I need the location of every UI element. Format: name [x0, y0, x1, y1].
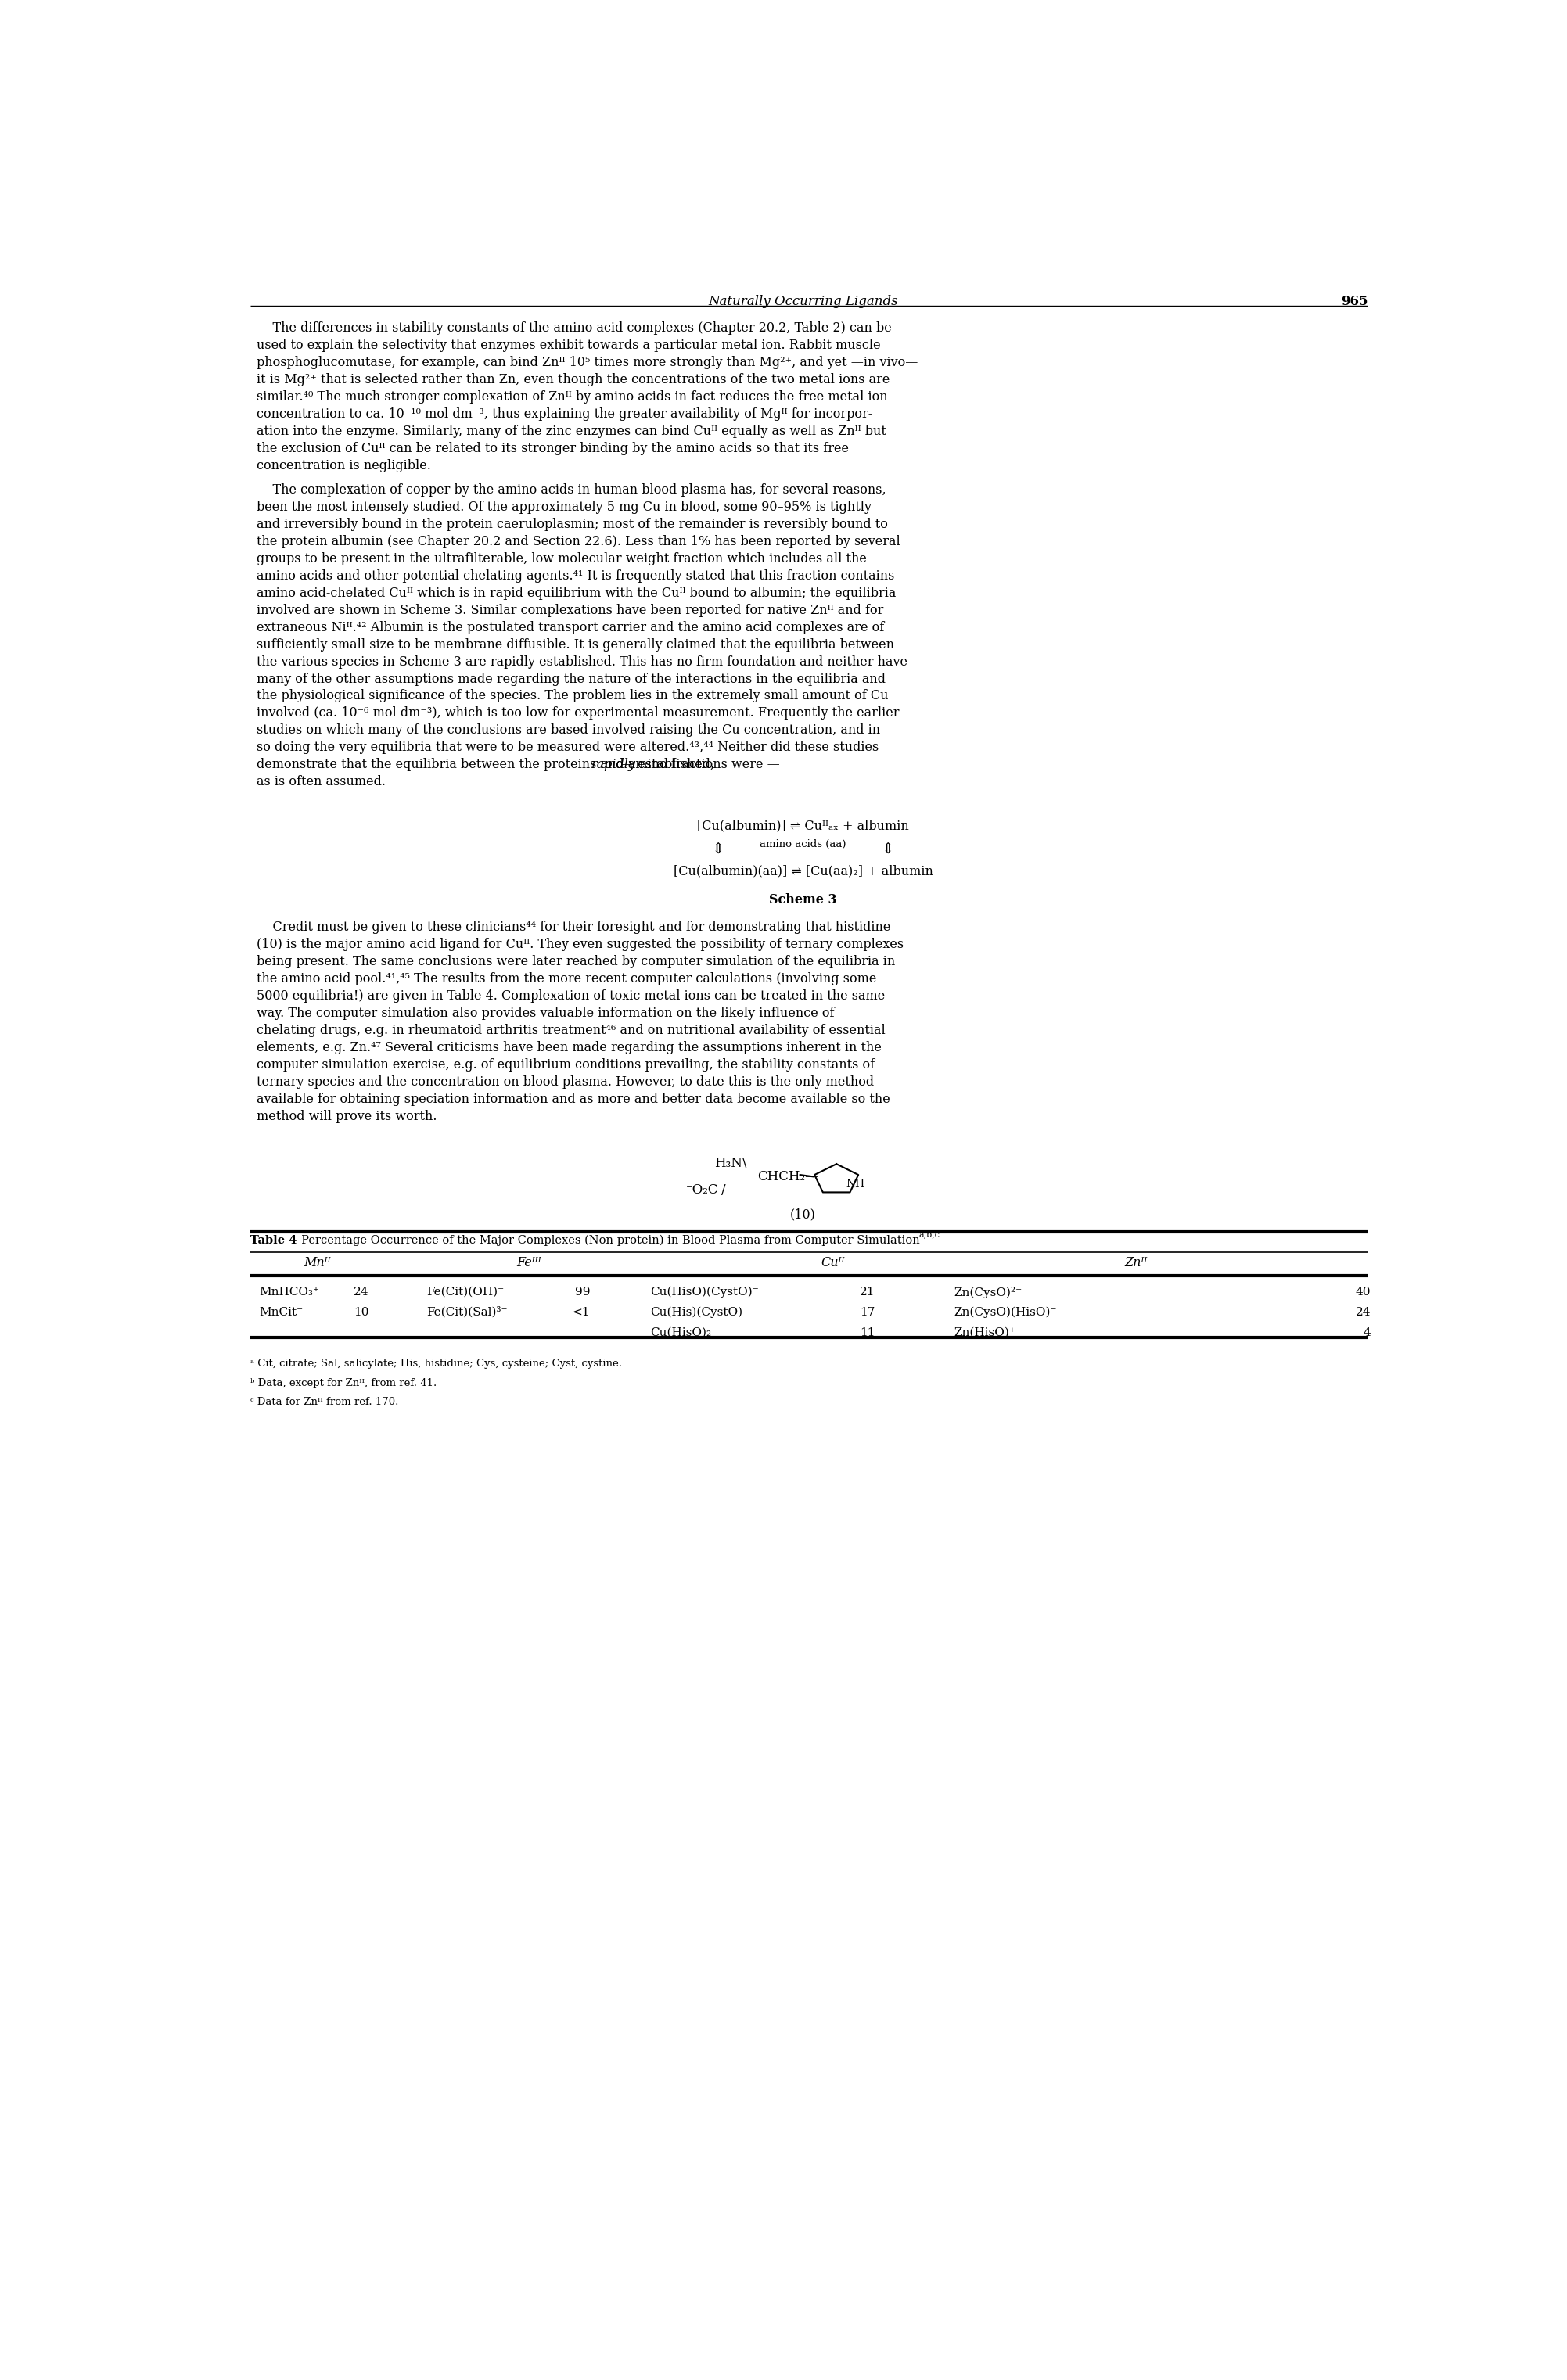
Text: Naturally Occurring Ligands: Naturally Occurring Ligands — [708, 295, 898, 307]
Text: as is often assumed.: as is often assumed. — [257, 776, 385, 788]
Text: Table 4: Table 4 — [251, 1235, 296, 1247]
Text: it is Mg²⁺ that is selected rather than Zn, even though the concentrations of th: it is Mg²⁺ that is selected rather than … — [257, 374, 890, 386]
Text: CHCH₂—: CHCH₂— — [757, 1171, 818, 1183]
Text: 4: 4 — [1363, 1328, 1371, 1338]
Text: been the most intensely studied. Of the approximately 5 mg Cu in blood, some 90–: been the most intensely studied. Of the … — [257, 500, 871, 514]
Text: Cu(HisO)(CystO)⁻: Cu(HisO)(CystO)⁻ — [650, 1285, 758, 1297]
Text: 965: 965 — [1341, 295, 1368, 307]
Text: the exclusion of Cuᴵᴵ can be related to its stronger binding by the amino acids : the exclusion of Cuᴵᴵ can be related to … — [257, 443, 849, 455]
Text: way. The computer simulation also provides valuable information on the likely in: way. The computer simulation also provid… — [257, 1007, 834, 1019]
Text: \: \ — [743, 1157, 747, 1171]
Text: a,b,c: a,b,c — [918, 1230, 940, 1238]
Text: The differences in stability constants of the amino acid complexes (Chapter 20.2: The differences in stability constants o… — [257, 321, 892, 336]
Text: — established,: — established, — [621, 759, 715, 771]
Text: ᶜ Data for Znᴵᴵ from ref. 170.: ᶜ Data for Znᴵᴵ from ref. 170. — [251, 1397, 398, 1407]
Text: computer simulation exercise, e.g. of equilibrium conditions prevailing, the sta: computer simulation exercise, e.g. of eq… — [257, 1059, 874, 1071]
Text: ⇕: ⇕ — [711, 843, 724, 857]
Text: the protein albumin (see Chapter 20.2 and Section 22.6). Less than 1% has been r: the protein albumin (see Chapter 20.2 an… — [257, 536, 899, 547]
Text: 11: 11 — [860, 1328, 874, 1338]
Text: Fe(Cit)(Sal)³⁻: Fe(Cit)(Sal)³⁻ — [426, 1307, 508, 1319]
Text: elements, e.g. Zn.⁴⁷ Several criticisms have been made regarding the assumptions: elements, e.g. Zn.⁴⁷ Several criticisms … — [257, 1040, 882, 1054]
Text: Cu(HisO)₂: Cu(HisO)₂ — [650, 1328, 711, 1338]
Text: the various species in Scheme 3 are rapidly established. This has no firm founda: the various species in Scheme 3 are rapi… — [257, 654, 907, 669]
Text: extraneous Niᴵᴵ.⁴² Albumin is the postulated transport carrier and the amino aci: extraneous Niᴵᴵ.⁴² Albumin is the postul… — [257, 621, 884, 633]
Text: The complexation of copper by the amino acids in human blood plasma has, for sev: The complexation of copper by the amino … — [257, 483, 885, 497]
Text: Feᴵᴵᴵ: Feᴵᴵᴵ — [517, 1257, 542, 1269]
Text: 24: 24 — [1355, 1307, 1371, 1319]
Text: Credit must be given to these clinicians⁴⁴ for their foresight and for demonstra: Credit must be given to these clinicians… — [257, 921, 890, 933]
Text: concentration is negligible.: concentration is negligible. — [257, 459, 431, 471]
Text: Zn(CysO)(HisO)⁻: Zn(CysO)(HisO)⁻ — [954, 1307, 1056, 1319]
Text: Cuᴵᴵ: Cuᴵᴵ — [821, 1257, 845, 1269]
Text: H₃N: H₃N — [715, 1157, 743, 1171]
Text: the physiological significance of the species. The problem lies in the extremely: the physiological significance of the sp… — [257, 690, 888, 702]
Text: similar.⁴⁰ The much stronger complexation of Znᴵᴵ by amino acids in fact reduces: similar.⁴⁰ The much stronger complexatio… — [257, 390, 887, 405]
Text: method will prove its worth.: method will prove its worth. — [257, 1109, 437, 1123]
Text: [Cu(albumin)] ⇌ Cuᴵᴵₐₓ + albumin: [Cu(albumin)] ⇌ Cuᴵᴵₐₓ + albumin — [697, 819, 909, 833]
Text: ᵇ Data, except for Znᴵᴵ, from ref. 41.: ᵇ Data, except for Znᴵᴵ, from ref. 41. — [251, 1378, 437, 1388]
Text: being present. The same conclusions were later reached by computer simulation of: being present. The same conclusions were… — [257, 954, 895, 969]
Text: phosphoglucomutase, for example, can bind Znᴵᴵ 10⁵ times more strongly than Mg²⁺: phosphoglucomutase, for example, can bin… — [257, 357, 918, 369]
Text: <1: <1 — [572, 1307, 589, 1319]
Text: 21: 21 — [860, 1285, 874, 1297]
Text: Zn(CysO)²⁻: Zn(CysO)²⁻ — [954, 1285, 1022, 1297]
Text: ation into the enzyme. Similarly, many of the zinc enzymes can bind Cuᴵᴵ equally: ation into the enzyme. Similarly, many o… — [257, 424, 887, 438]
Text: involved (ca. 10⁻⁶ mol dm⁻³), which is too low for experimental measurement. Fre: involved (ca. 10⁻⁶ mol dm⁻³), which is t… — [257, 707, 899, 719]
Text: and irreversibly bound in the protein caeruloplasmin; most of the remainder is r: and irreversibly bound in the protein ca… — [257, 519, 888, 531]
Text: available for obtaining speciation information and as more and better data becom: available for obtaining speciation infor… — [257, 1092, 890, 1107]
Text: 40: 40 — [1355, 1285, 1371, 1297]
Text: 5000 equilibria!) are given in Table 4. Complexation of toxic metal ions can be : 5000 equilibria!) are given in Table 4. … — [257, 990, 885, 1002]
Text: ⇕: ⇕ — [882, 843, 895, 857]
Text: groups to be present in the ultrafilterable, low molecular weight fraction which: groups to be present in the ultrafiltera… — [257, 552, 867, 566]
Text: the amino acid pool.⁴¹,⁴⁵ The results from the more recent computer calculations: the amino acid pool.⁴¹,⁴⁵ The results fr… — [257, 971, 876, 985]
Text: (10): (10) — [790, 1209, 816, 1221]
Text: ⁻O₂C: ⁻O₂C — [686, 1183, 718, 1197]
Text: 99: 99 — [575, 1285, 589, 1297]
Text: Cu(His)(CystO): Cu(His)(CystO) — [650, 1307, 743, 1319]
Text: demonstrate that the equilibria between the proteins and amino fractions were —: demonstrate that the equilibria between … — [257, 759, 780, 771]
Text: MnCit⁻: MnCit⁻ — [260, 1307, 304, 1319]
Text: ᵃ Cit, citrate; Sal, salicylate; His, histidine; Cys, cysteine; Cyst, cystine.: ᵃ Cit, citrate; Sal, salicylate; His, hi… — [251, 1359, 622, 1368]
Text: involved are shown in Scheme 3. Similar complexations have been reported for nat: involved are shown in Scheme 3. Similar … — [257, 605, 884, 616]
Text: 10: 10 — [354, 1307, 368, 1319]
Text: 17: 17 — [860, 1307, 874, 1319]
Text: used to explain the selectivity that enzymes exhibit towards a particular metal : used to explain the selectivity that enz… — [257, 338, 881, 352]
Text: many of the other assumptions made regarding the nature of the interactions in t: many of the other assumptions made regar… — [257, 671, 885, 685]
Text: (10) is the major amino acid ligand for Cuᴵᴵ. They even suggested the possibilit: (10) is the major amino acid ligand for … — [257, 938, 904, 952]
Text: ternary species and the concentration on blood plasma. However, to date this is : ternary species and the concentration on… — [257, 1076, 874, 1088]
Text: Zn(HisO)⁺: Zn(HisO)⁺ — [954, 1328, 1015, 1338]
Text: chelating drugs, e.g. in rheumatoid arthritis treatment⁴⁶ and on nutritional ava: chelating drugs, e.g. in rheumatoid arth… — [257, 1023, 885, 1038]
Text: Znᴵᴵ: Znᴵᴵ — [1124, 1257, 1147, 1269]
Text: amino acids (aa): amino acids (aa) — [760, 840, 846, 850]
Text: rapidly: rapidly — [592, 759, 636, 771]
Text: Percentage Occurrence of the Major Complexes (Non-protein) in Blood Plasma from : Percentage Occurrence of the Major Compl… — [295, 1235, 920, 1247]
Text: [Cu(albumin)(aa)] ⇌ [Cu(aa)₂] + albumin: [Cu(albumin)(aa)] ⇌ [Cu(aa)₂] + albumin — [674, 864, 932, 878]
Text: concentration to ca. 10⁻¹⁰ mol dm⁻³, thus explaining the greater availability of: concentration to ca. 10⁻¹⁰ mol dm⁻³, thu… — [257, 407, 873, 421]
Text: amino acids and other potential chelating agents.⁴¹ It is frequently stated that: amino acids and other potential chelatin… — [257, 569, 895, 583]
Text: 24: 24 — [354, 1285, 368, 1297]
Text: NH: NH — [846, 1178, 865, 1190]
Text: /: / — [721, 1183, 726, 1197]
Text: amino acid-chelated Cuᴵᴵ which is in rapid equilibrium with the Cuᴵᴵ bound to al: amino acid-chelated Cuᴵᴵ which is in rap… — [257, 585, 896, 600]
Text: MnHCO₃⁺: MnHCO₃⁺ — [260, 1285, 320, 1297]
Text: Fe(Cit)(OH)⁻: Fe(Cit)(OH)⁻ — [426, 1285, 505, 1297]
Text: Scheme 3: Scheme 3 — [769, 892, 837, 907]
Text: Mnᴵᴵ: Mnᴵᴵ — [304, 1257, 331, 1269]
Text: studies on which many of the conclusions are based involved raising the Cu conce: studies on which many of the conclusions… — [257, 724, 881, 738]
Text: so doing the very equilibria that were to be measured were altered.⁴³,⁴⁴ Neither: so doing the very equilibria that were t… — [257, 740, 879, 754]
Text: sufficiently small size to be membrane diffusible. It is generally claimed that : sufficiently small size to be membrane d… — [257, 638, 895, 652]
